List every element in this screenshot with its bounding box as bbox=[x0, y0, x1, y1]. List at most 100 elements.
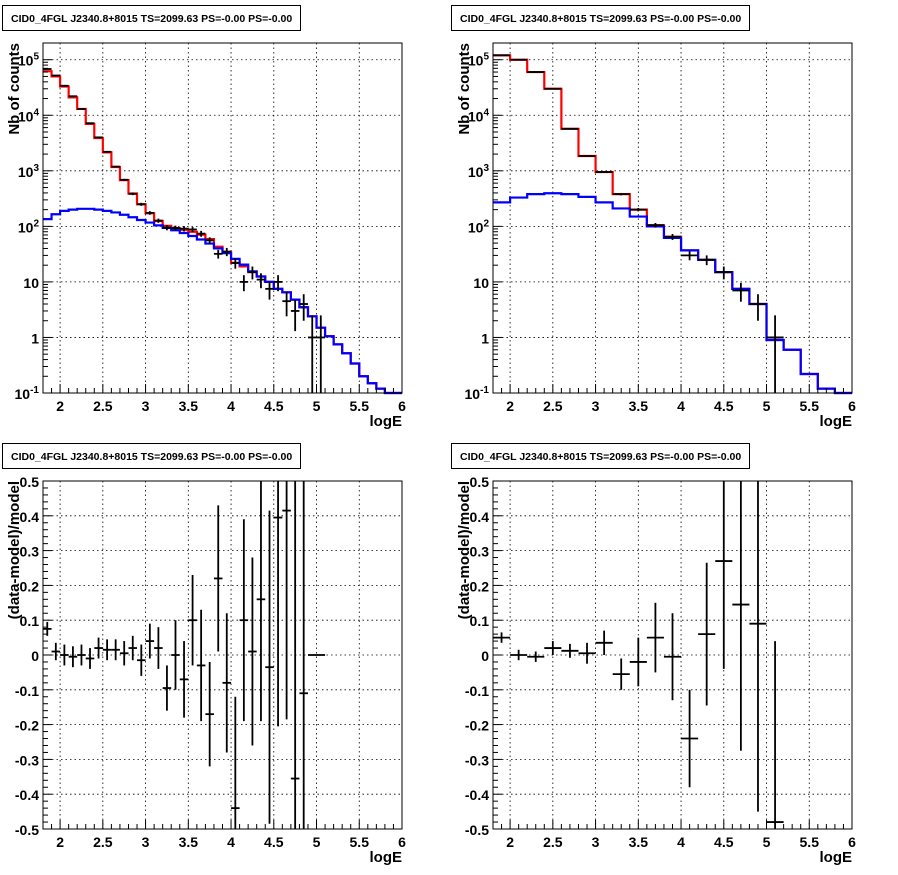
y-axis-label: Nb of counts bbox=[6, 43, 23, 135]
data-point bbox=[154, 218, 163, 223]
data-point bbox=[154, 627, 163, 669]
data-point bbox=[85, 648, 95, 669]
y-tick-label: -0.5 bbox=[15, 822, 39, 838]
y-tick-label: 0.1 bbox=[470, 613, 490, 629]
x-tick-label: 2.5 bbox=[543, 398, 563, 414]
y-tick-label: 104 bbox=[18, 107, 40, 124]
x-tick-label: 5 bbox=[313, 834, 321, 850]
x-axis-label: logE bbox=[370, 849, 403, 866]
data-point bbox=[102, 150, 112, 153]
y-tick-label: 10 bbox=[23, 275, 39, 291]
data-point bbox=[273, 481, 283, 727]
data-point bbox=[766, 641, 784, 829]
y-tick-label: 0.1 bbox=[20, 613, 40, 629]
x-tick-label: 4 bbox=[227, 834, 235, 850]
data-point bbox=[222, 613, 232, 753]
data-point bbox=[698, 562, 716, 706]
y-tick-label: -0.5 bbox=[465, 822, 489, 838]
data-point bbox=[43, 621, 52, 636]
y-axis-label: Nb of counts bbox=[456, 43, 473, 135]
y-tick-label: -0.1 bbox=[15, 683, 39, 699]
data-point bbox=[732, 282, 750, 302]
data-point bbox=[239, 275, 249, 292]
data-point bbox=[179, 226, 189, 232]
y-tick-label: 0 bbox=[31, 648, 39, 664]
data-point bbox=[544, 641, 562, 655]
x-tick-label: 3 bbox=[142, 398, 150, 414]
data-point bbox=[663, 233, 682, 240]
data-point bbox=[299, 481, 308, 829]
x-tick-label: 6 bbox=[848, 834, 856, 850]
data-point bbox=[612, 658, 630, 690]
background-model-histogram bbox=[43, 207, 402, 395]
data-point bbox=[732, 481, 750, 751]
data-point bbox=[213, 505, 223, 652]
data-point bbox=[681, 689, 699, 788]
data-point bbox=[299, 294, 308, 321]
data-point bbox=[137, 644, 146, 676]
x-tick-label: 4 bbox=[677, 398, 685, 414]
y-tick-label: -0.3 bbox=[15, 752, 39, 768]
x-tick-label: 3.5 bbox=[629, 834, 649, 850]
data-point bbox=[663, 613, 682, 701]
data-point bbox=[145, 623, 155, 659]
data-point bbox=[273, 275, 283, 292]
y-tick-label: 0.5 bbox=[470, 474, 490, 490]
x-tick-label: 5 bbox=[763, 834, 771, 850]
data-point bbox=[715, 266, 733, 280]
data-point bbox=[561, 127, 579, 130]
y-tick-label: 1 bbox=[31, 330, 39, 346]
data-point bbox=[111, 165, 120, 168]
x-tick-label: 5 bbox=[313, 398, 321, 414]
data-point bbox=[265, 510, 274, 824]
y-tick-label: -0.4 bbox=[465, 787, 489, 803]
data-point bbox=[196, 230, 206, 237]
x-tick-label: 3.5 bbox=[629, 398, 649, 414]
data-point bbox=[595, 630, 613, 655]
x-tick-label: 4.5 bbox=[264, 834, 284, 850]
plot-bottom-left: 2 2.5 3 3.5 4 4.5 5 5.5 6 -0.5 -0.4 -0.3 -0.2 -0.1 0 0.… bbox=[6, 474, 406, 866]
data-point bbox=[290, 481, 300, 829]
data-point bbox=[68, 646, 78, 668]
data-point bbox=[205, 237, 214, 244]
data-point bbox=[231, 696, 240, 829]
y-tick-label: 102 bbox=[468, 218, 490, 235]
y-tick-label: -0.1 bbox=[465, 683, 489, 699]
x-tick-label: 4.5 bbox=[714, 398, 734, 414]
data-point bbox=[256, 273, 266, 289]
y-tick-label: 104 bbox=[468, 107, 490, 124]
y-tick-label: 0.2 bbox=[20, 578, 40, 594]
x-tick-label: 6 bbox=[398, 834, 406, 850]
x-axis-label: logE bbox=[370, 413, 403, 430]
data-point bbox=[213, 249, 223, 259]
x-tick-label: 5.5 bbox=[350, 398, 370, 414]
y-tick-label: 0.3 bbox=[20, 544, 40, 560]
data-point bbox=[239, 519, 249, 722]
data-point bbox=[51, 642, 61, 661]
data-point bbox=[265, 281, 274, 300]
chart-title-bottom-left: CID0_4FGL J2340.8+8015 TS=2099.63 PS=-0.… bbox=[2, 443, 302, 469]
x-tick-label: 6 bbox=[398, 398, 406, 414]
data-point bbox=[77, 644, 86, 666]
y-tick-label: 102 bbox=[18, 218, 40, 235]
y-tick-label: 0.4 bbox=[470, 509, 490, 525]
y-tick-label: 0 bbox=[481, 648, 489, 664]
data-point bbox=[162, 665, 172, 711]
data-point bbox=[128, 192, 138, 196]
x-tick-label: 3 bbox=[142, 834, 150, 850]
data-point bbox=[510, 649, 528, 661]
data-point bbox=[60, 644, 69, 666]
y-tick-label: 10 bbox=[473, 275, 489, 291]
x-tick-label: 4 bbox=[677, 834, 685, 850]
data-point bbox=[111, 639, 120, 661]
data-point bbox=[282, 481, 291, 720]
y-tick-label: 0.5 bbox=[20, 474, 40, 490]
data-point bbox=[137, 202, 146, 206]
data-point bbox=[578, 155, 596, 157]
data-point bbox=[749, 294, 767, 321]
y-tick-label: 0.3 bbox=[470, 544, 490, 560]
data-point bbox=[256, 481, 266, 722]
y-tick-label: 1 bbox=[481, 330, 489, 346]
data-point bbox=[561, 643, 579, 658]
